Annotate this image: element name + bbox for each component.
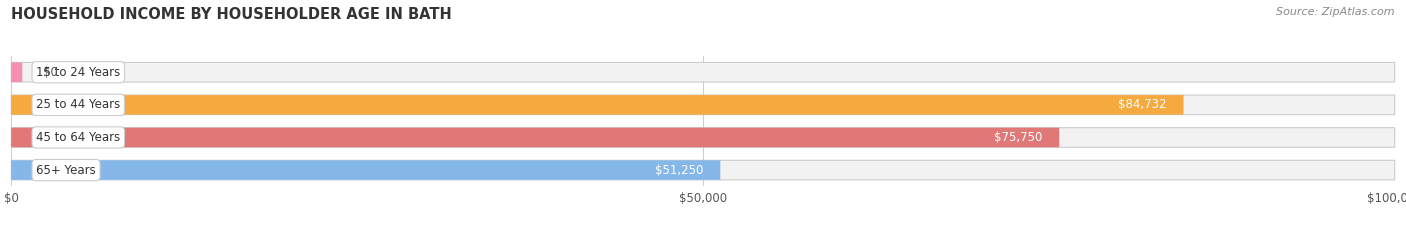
- FancyBboxPatch shape: [11, 160, 1395, 180]
- Text: HOUSEHOLD INCOME BY HOUSEHOLDER AGE IN BATH: HOUSEHOLD INCOME BY HOUSEHOLDER AGE IN B…: [11, 7, 451, 22]
- FancyBboxPatch shape: [11, 62, 22, 82]
- FancyBboxPatch shape: [11, 160, 720, 180]
- Text: $51,250: $51,250: [655, 164, 703, 177]
- FancyBboxPatch shape: [11, 62, 1395, 82]
- Text: $75,750: $75,750: [994, 131, 1043, 144]
- Text: 25 to 44 Years: 25 to 44 Years: [37, 98, 121, 111]
- Text: $84,732: $84,732: [1118, 98, 1167, 111]
- Text: 45 to 64 Years: 45 to 64 Years: [37, 131, 121, 144]
- FancyBboxPatch shape: [11, 128, 1059, 147]
- FancyBboxPatch shape: [11, 95, 1395, 115]
- FancyBboxPatch shape: [11, 95, 1184, 115]
- FancyBboxPatch shape: [11, 128, 1395, 147]
- Text: 65+ Years: 65+ Years: [37, 164, 96, 177]
- Text: 15 to 24 Years: 15 to 24 Years: [37, 66, 121, 79]
- Text: Source: ZipAtlas.com: Source: ZipAtlas.com: [1277, 7, 1395, 17]
- Text: $0: $0: [44, 66, 58, 79]
